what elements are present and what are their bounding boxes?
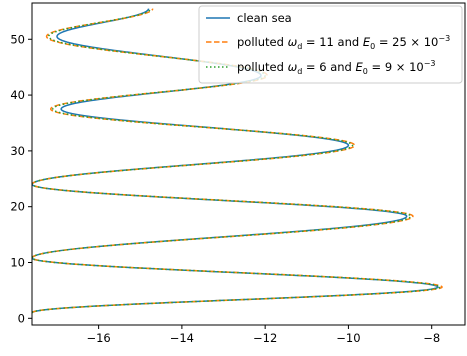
- x-tick-label: −12: [253, 331, 277, 345]
- plot-frame: [31, 2, 466, 326]
- y-tick-label: 40: [10, 88, 25, 102]
- legend: clean sea polluted ωd = 11 and E0 = 25 ×…: [198, 5, 463, 84]
- series-layer: [32, 8, 443, 314]
- x-tick-label: −16: [86, 331, 110, 345]
- ticks-layer: −16 −14 −12 −10 −8 0 10 20 30 40 50: [10, 32, 440, 345]
- y-tick-label: 50: [10, 32, 25, 46]
- series-line-polluted-b: [32, 8, 441, 314]
- x-tick-label: −8: [423, 331, 440, 345]
- legend-label-polluted-a: polluted ωd = 11 and E0 = 25 × 10−3: [237, 34, 450, 51]
- y-tick-label: 10: [10, 255, 25, 269]
- x-tick-label: −14: [170, 331, 194, 345]
- legend-label-clean: clean sea: [237, 11, 292, 25]
- y-tick-label: 20: [10, 200, 25, 214]
- x-tick-label: −10: [336, 331, 360, 345]
- y-tick-label: 30: [10, 144, 25, 158]
- y-tick-label: 0: [18, 311, 25, 325]
- legend-label-polluted-b: polluted ωd = 6 and E0 = 9 × 10−3: [237, 59, 436, 76]
- legend-box: [198, 5, 463, 84]
